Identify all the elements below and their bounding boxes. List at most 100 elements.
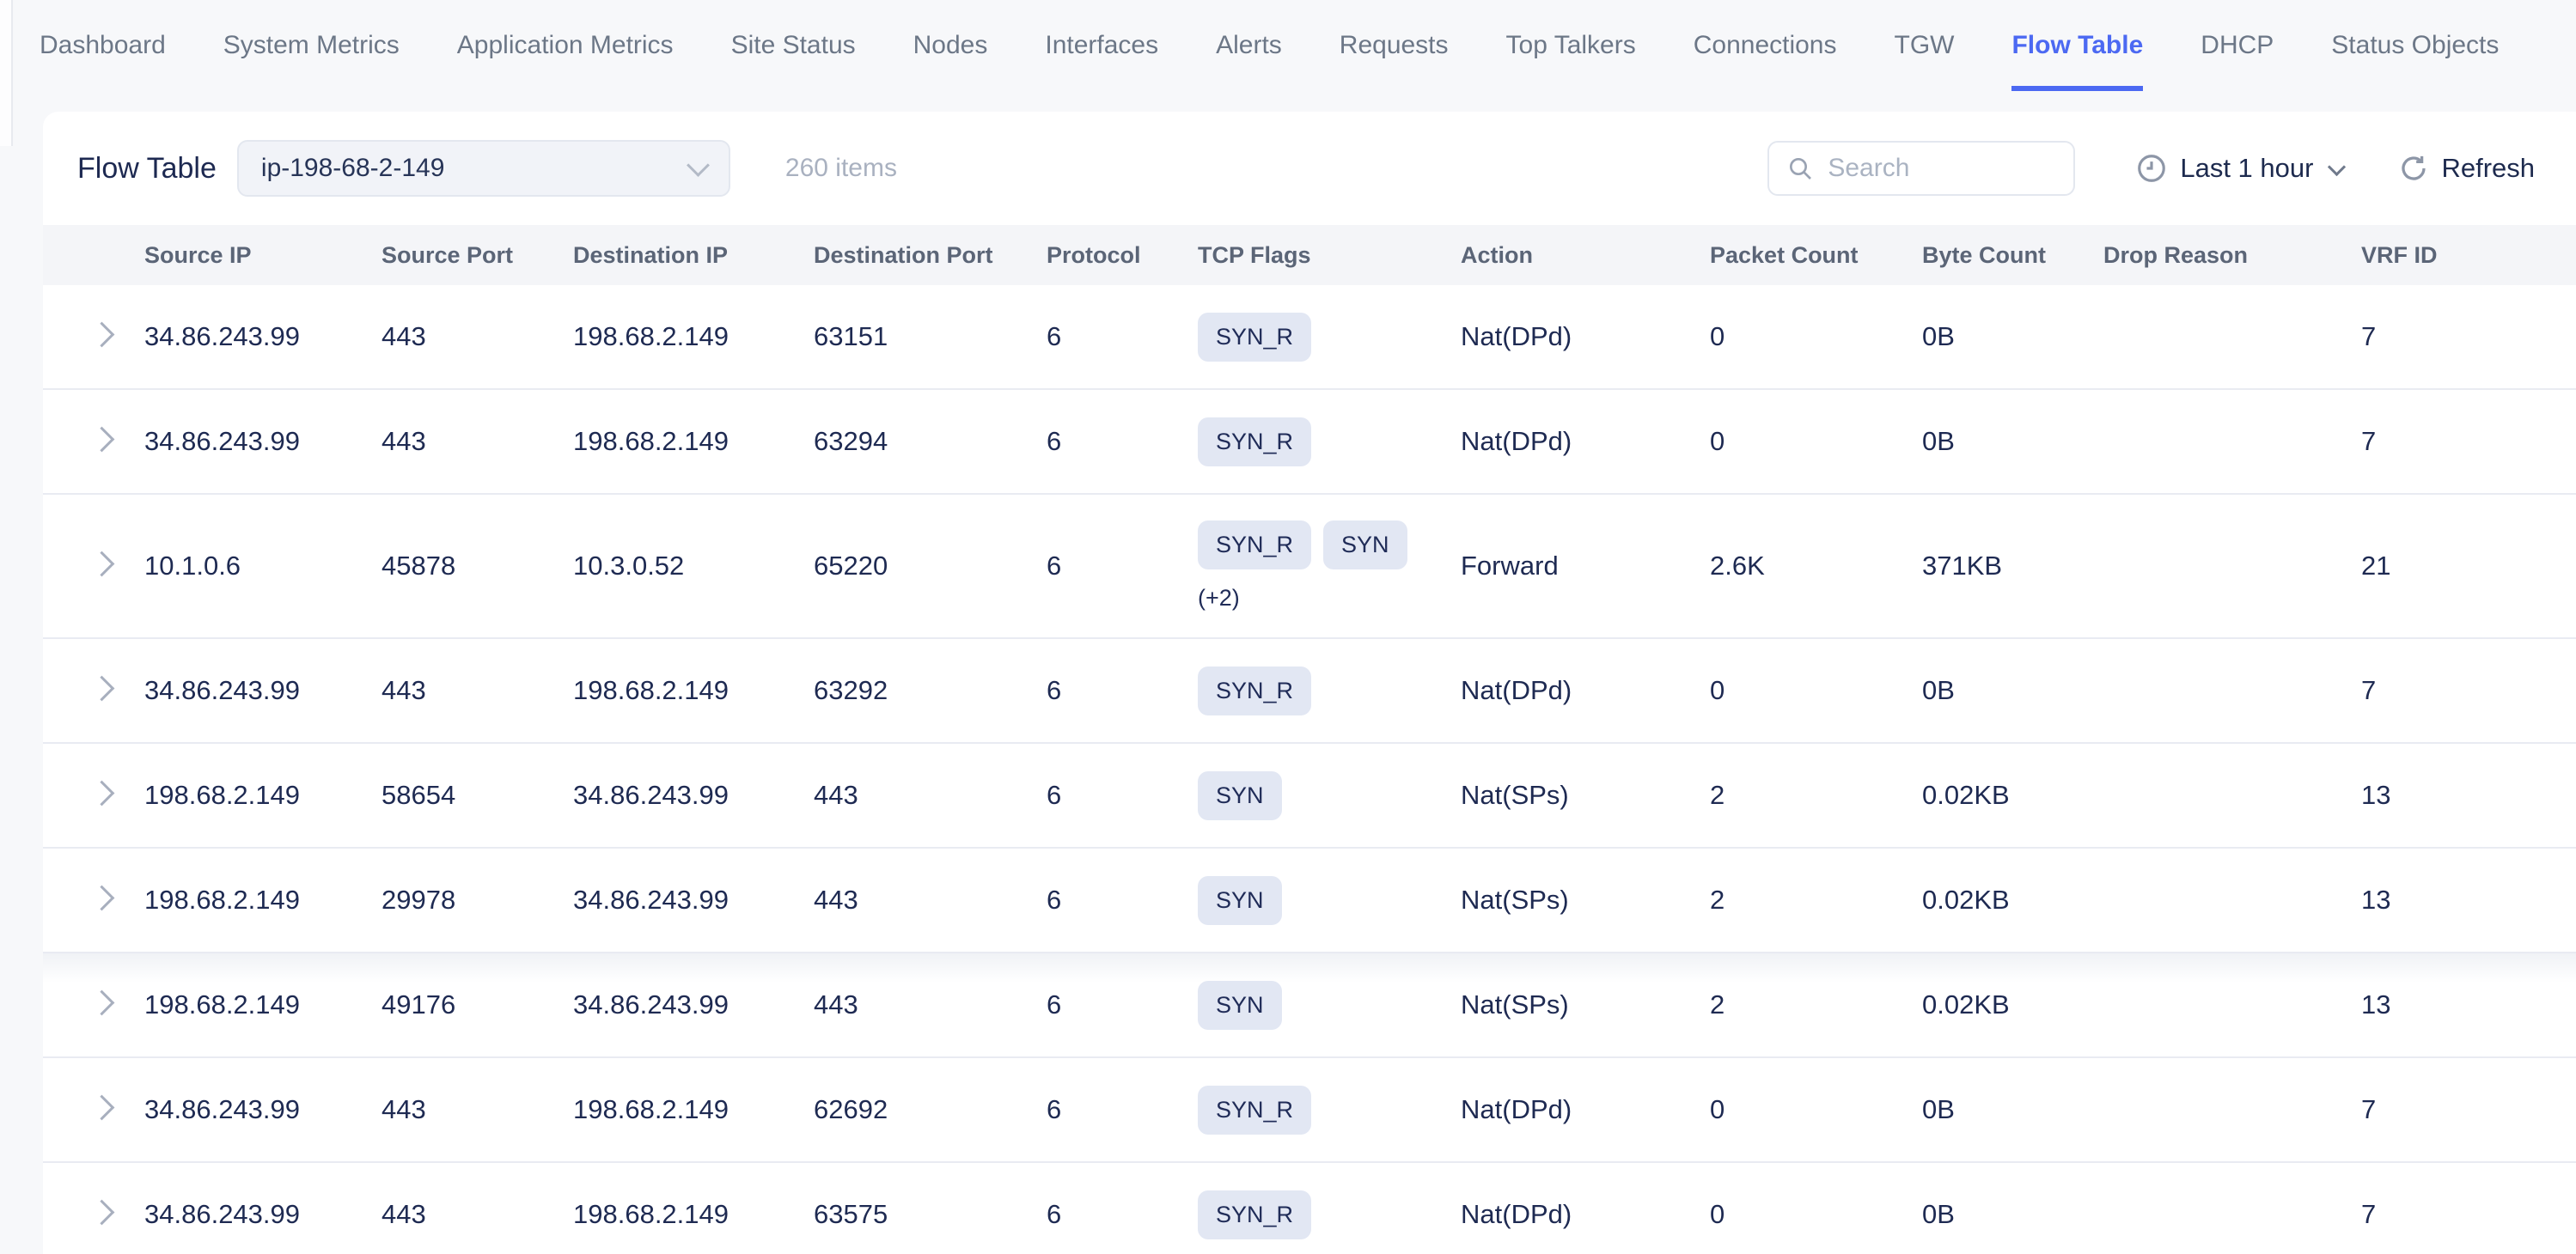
table-row[interactable]: 34.86.243.99443198.68.2.149631516SYN_RNa… <box>43 285 2576 390</box>
cell-packet-count: 0 <box>1710 426 1922 457</box>
cell-action: Nat(DPd) <box>1461 675 1710 706</box>
chevron-right-icon[interactable] <box>89 1200 115 1226</box>
cell-action: Forward <box>1461 551 1710 581</box>
refresh-label: Refresh <box>2441 153 2535 184</box>
search-input[interactable] <box>1826 153 2056 184</box>
tab-requests[interactable]: Requests <box>1340 0 1449 91</box>
cell-tcp-flags: SYN_R <box>1198 1190 1461 1239</box>
cell-destination-ip: 198.68.2.149 <box>573 426 814 457</box>
chevron-right-icon[interactable] <box>89 886 115 911</box>
cell-tcp-flags: SYN_R <box>1198 313 1461 362</box>
tab-tgw[interactable]: TGW <box>1895 0 1955 91</box>
table-row[interactable]: 198.68.2.1492997834.86.243.994436SYNNat(… <box>43 849 2576 953</box>
cell-packet-count: 2.6K <box>1710 551 1922 581</box>
chevron-right-icon[interactable] <box>89 990 115 1016</box>
table-row[interactable]: 34.86.243.99443198.68.2.149632926SYN_RNa… <box>43 639 2576 744</box>
cell-packet-count: 2 <box>1710 780 1922 811</box>
cell-packet-count: 0 <box>1710 1199 1922 1230</box>
header-cell-action: Action <box>1461 242 1710 269</box>
table-row[interactable]: 34.86.243.99443198.68.2.149626926SYN_RNa… <box>43 1058 2576 1163</box>
cell-vrf-id: 7 <box>2361 426 2576 457</box>
tab-dashboard[interactable]: Dashboard <box>40 0 166 91</box>
cell-source-port: 443 <box>382 321 573 352</box>
cell-byte-count: 0B <box>1922 426 2103 457</box>
time-range-selector[interactable]: Last 1 hour <box>2135 152 2343 185</box>
refresh-button[interactable]: Refresh <box>2398 153 2535 184</box>
cell-protocol: 6 <box>1047 885 1198 916</box>
cell-tcp-flags: SYN_R <box>1198 1086 1461 1135</box>
chevron-right-icon[interactable] <box>89 427 115 453</box>
cell-tcp-flags: SYN_R <box>1198 667 1461 715</box>
tab-status-objects[interactable]: Status Objects <box>2331 0 2499 91</box>
cell-byte-count: 371KB <box>1922 551 2103 581</box>
cell-vrf-id: 21 <box>2361 551 2576 581</box>
search-box[interactable] <box>1767 141 2075 196</box>
cell-destination-port: 63292 <box>814 675 1047 706</box>
cell-vrf-id: 7 <box>2361 675 2576 706</box>
cell-action: Nat(DPd) <box>1461 1094 1710 1125</box>
chevron-right-icon[interactable] <box>89 676 115 702</box>
table-row[interactable]: 198.68.2.1495865434.86.243.994436SYNNat(… <box>43 744 2576 849</box>
cell-source-ip: 198.68.2.149 <box>144 989 382 1020</box>
chevron-right-icon[interactable] <box>89 551 115 577</box>
cell-tcp-flags: SYN <box>1198 876 1461 925</box>
cell-packet-count: 0 <box>1710 675 1922 706</box>
cell-destination-port: 443 <box>814 885 1047 916</box>
tcp-flag-badge: SYN_R <box>1198 667 1311 715</box>
tab-system-metrics[interactable]: System Metrics <box>223 0 400 91</box>
cell-source-ip: 10.1.0.6 <box>144 551 382 581</box>
expand-cell <box>43 679 144 702</box>
cell-action: Nat(SPs) <box>1461 885 1710 916</box>
cell-packet-count: 0 <box>1710 321 1922 352</box>
table-header: Source IPSource PortDestination IPDestin… <box>43 225 2576 285</box>
expand-cell <box>43 326 144 348</box>
tab-connections[interactable]: Connections <box>1694 0 1837 91</box>
cell-vrf-id: 7 <box>2361 321 2576 352</box>
table-row[interactable]: 10.1.0.64587810.3.0.52652206SYN_RSYN(+2)… <box>43 495 2576 639</box>
tab-site-status[interactable]: Site Status <box>731 0 856 91</box>
tab-nodes[interactable]: Nodes <box>913 0 988 91</box>
cell-action: Nat(SPs) <box>1461 989 1710 1020</box>
chevron-right-icon[interactable] <box>89 322 115 348</box>
cell-destination-ip: 10.3.0.52 <box>573 551 814 581</box>
cell-packet-count: 2 <box>1710 885 1922 916</box>
cell-source-ip: 198.68.2.149 <box>144 885 382 916</box>
chevron-down-icon <box>687 154 710 177</box>
tab-top-talkers[interactable]: Top Talkers <box>1506 0 1636 91</box>
page-title: Flow Table <box>77 152 217 186</box>
header-cell-byte-count: Byte Count <box>1922 242 2103 269</box>
cell-destination-port: 63151 <box>814 321 1047 352</box>
top-navigation: Dashboard System Metrics Application Metri… <box>0 0 2576 91</box>
tcp-flags-more: (+2) <box>1198 585 1440 612</box>
tab-dhcp[interactable]: DHCP <box>2201 0 2274 91</box>
header-cell-tcp-flags: TCP Flags <box>1198 242 1461 269</box>
cell-vrf-id: 7 <box>2361 1094 2576 1125</box>
header-cell-destination-port: Destination Port <box>814 242 1047 269</box>
card-toolbar: Flow Table ip-198-68-2-149 260 items Las… <box>43 112 2576 225</box>
chevron-right-icon[interactable] <box>89 1095 115 1121</box>
time-range-label: Last 1 hour <box>2180 153 2313 184</box>
cell-action: Nat(DPd) <box>1461 321 1710 352</box>
tcp-flag-badge: SYN <box>1198 981 1282 1030</box>
cell-protocol: 6 <box>1047 426 1198 457</box>
table-row[interactable]: 34.86.243.99443198.68.2.149632946SYN_RNa… <box>43 390 2576 495</box>
table-row[interactable]: 34.86.243.99443198.68.2.149635756SYN_RNa… <box>43 1163 2576 1254</box>
cell-destination-ip: 198.68.2.149 <box>573 321 814 352</box>
cell-source-port: 443 <box>382 675 573 706</box>
cell-action: Nat(DPd) <box>1461 426 1710 457</box>
flow-selector-value: ip-198-68-2-149 <box>261 154 444 183</box>
tab-interfaces[interactable]: Interfaces <box>1045 0 1158 91</box>
chevron-right-icon[interactable] <box>89 781 115 807</box>
flow-selector-dropdown[interactable]: ip-198-68-2-149 <box>237 140 730 197</box>
tab-application-metrics[interactable]: Application Metrics <box>457 0 674 91</box>
tab-alerts[interactable]: Alerts <box>1216 0 1282 91</box>
header-cell-packet-count: Packet Count <box>1710 242 1922 269</box>
tab-flow-table[interactable]: Flow Table <box>2011 0 2143 91</box>
cell-source-port: 443 <box>382 1094 573 1125</box>
refresh-icon <box>2398 153 2429 184</box>
flow-table-card: Flow Table ip-198-68-2-149 260 items Las… <box>43 112 2576 1254</box>
table-row[interactable]: 198.68.2.1494917634.86.243.994436SYNNat(… <box>43 953 2576 1058</box>
cell-vrf-id: 13 <box>2361 989 2576 1020</box>
cell-destination-ip: 198.68.2.149 <box>573 675 814 706</box>
items-count: 260 items <box>785 154 897 183</box>
